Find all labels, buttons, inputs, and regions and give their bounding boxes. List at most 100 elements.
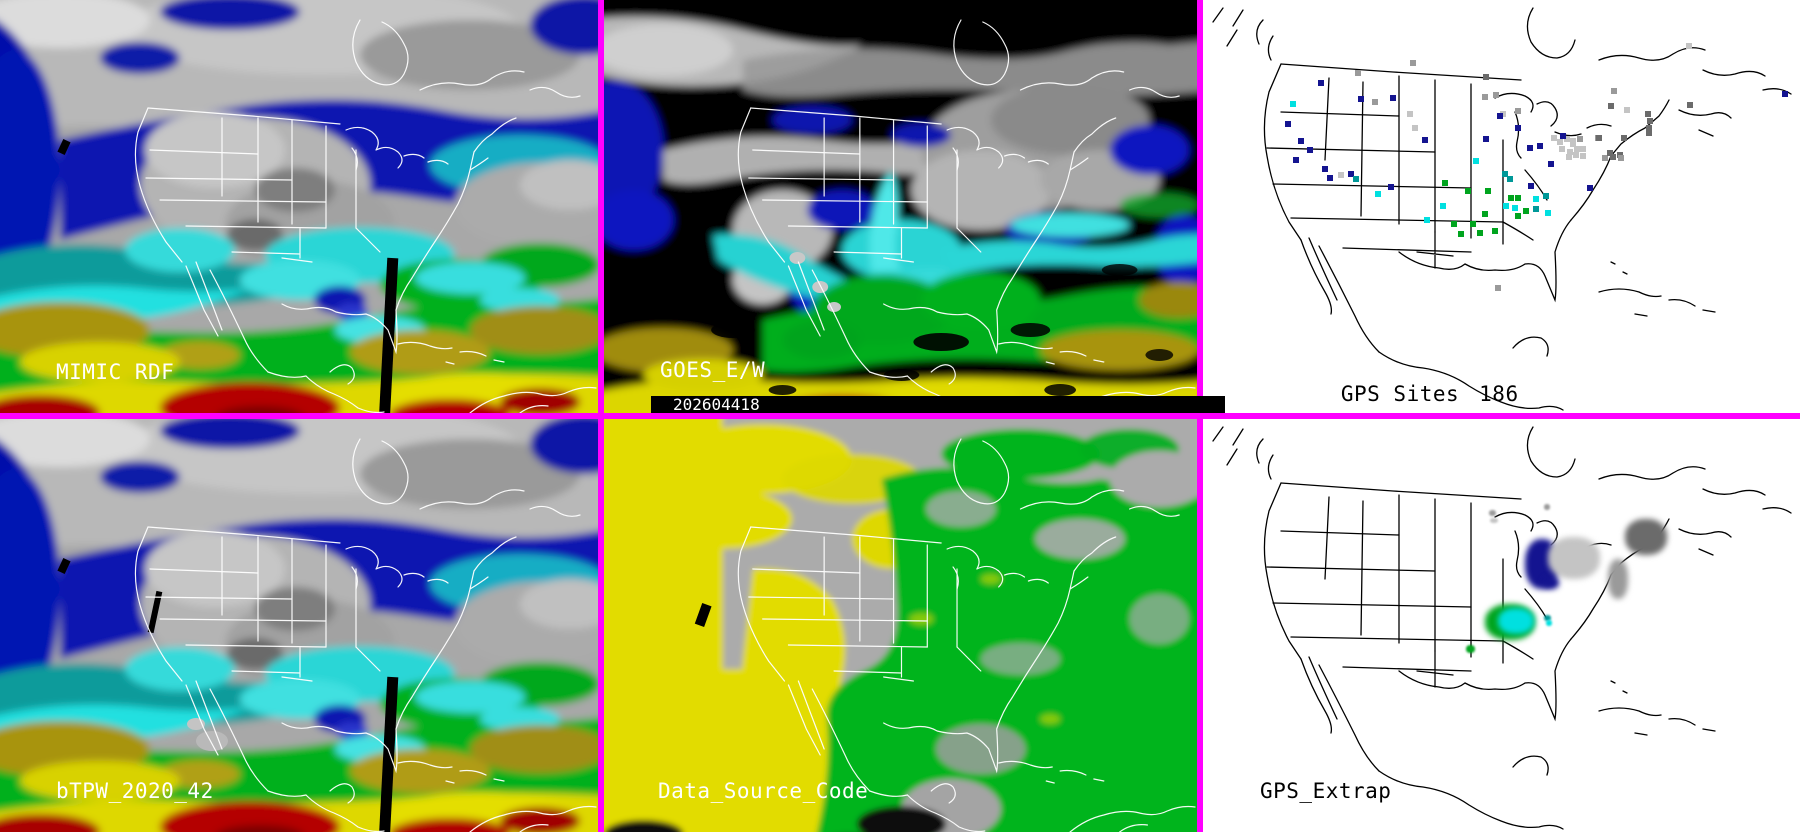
gps-site-dot [1573,152,1579,158]
gps-extrap-blob [1490,518,1498,523]
gps-site-dot [1388,184,1394,190]
gps-site-dot [1537,143,1543,149]
gps-site-dot [1570,138,1576,144]
gps-site-dot [1686,43,1692,49]
gps-site-dot [1611,88,1617,94]
cloud-gap-speckle [604,252,1174,396]
gps-site-dot [1560,133,1566,139]
gps-site-dot [1358,96,1364,102]
panel-gps-sites: GPS Sites 186 [1203,0,1800,413]
gps-site-dot [1338,172,1344,178]
gps-site-dot [1587,185,1593,191]
gps-site-dot [1580,153,1586,159]
gps-site-dot [1285,121,1291,127]
gps-site-dot [1551,135,1557,141]
gps-extrap-blob [1546,620,1552,626]
gps-site-dot [1548,161,1554,167]
panel-data-source-code: Data_Source_Code [604,419,1197,832]
gps-site-dot [1503,203,1509,209]
gps-site-dot [1543,193,1549,199]
gps-site-dot [1507,176,1513,182]
gps-site-dot [1348,171,1354,177]
gps-site-dot [1500,111,1506,117]
gps-site-dot [1645,111,1651,117]
panel-label-data-source-code: Data_Source_Code [658,779,869,803]
gps-site-dot [1512,205,1518,211]
gps-site-dot [1322,166,1328,172]
gps-site-dot [1440,203,1446,209]
gps-site-dot [1451,221,1457,227]
gps-site-dot [1298,138,1304,144]
gps-site-dot [1412,125,1418,131]
gps-site-dot [1646,125,1652,131]
mimic-tpw-imagery [0,0,598,413]
gps-site-dot [1607,150,1613,156]
gps-sites-label-text: GPS Sites [1340,382,1460,406]
gps-site-dot [1477,230,1483,236]
gps-site-dot [1621,135,1627,141]
gps-site-dot [1515,213,1521,219]
gps-extrap-blob [1489,510,1496,516]
gps-site-dot [1483,74,1489,80]
gps-sites-basemap [1203,0,1800,413]
gps-site-dot [1390,95,1396,101]
gps-site-dot [1596,135,1602,141]
panel-label-btpw: bTPW_2020_42 [56,779,214,803]
gps-extrap-blob [1498,608,1534,634]
gps-site-dot [1618,155,1624,161]
btpw-imagery [0,419,598,832]
gps-site-dot [1559,146,1565,152]
gps-site-dot [1470,221,1476,227]
gps-site-dot [1410,60,1416,66]
gps-extrap-blob [1544,504,1550,510]
gps-site-dot [1608,103,1614,109]
gps-site-dot [1646,130,1652,136]
gps-extrap-blob [1544,615,1551,621]
gps-site-dot [1485,188,1491,194]
gps-site-dot [1527,145,1533,151]
gps-site-dot [1515,108,1521,114]
gps-extrap-blob [1625,519,1667,555]
gps-site-dot [1580,146,1586,152]
panel-label-mimic-rdf: MIMIC RDF [56,360,175,384]
gps-site-dot [1528,183,1534,189]
gps-site-dot [1567,149,1573,155]
gps-site-dot [1375,191,1381,197]
gps-site-dot [1482,211,1488,217]
panel-label-goes-ew: GOES_E/W [660,358,766,382]
gps-site-dot [1508,195,1514,201]
gps-site-dot [1327,175,1333,181]
gps-site-dot [1473,158,1479,164]
gps-site-dot [1687,102,1693,108]
gps-site-dot [1533,196,1539,202]
gps-extrap-blob [1466,645,1475,653]
gps-site-dot [1647,118,1653,124]
gps-site-dot [1407,111,1413,117]
data-source-code-imagery [604,419,1197,832]
gps-site-dot [1493,92,1499,98]
gps-sites-dots-layer [1203,0,1800,413]
gps-site-dot [1483,136,1489,142]
gps-site-dot [1497,113,1503,119]
gps-site-dot [1566,154,1572,160]
panel-label-gps-extrap: GPS_Extrap [1260,779,1392,803]
gps-site-dot [1492,228,1498,234]
gps-site-dot [1424,217,1430,223]
panel-gps-extrap: GPS_Extrap [1203,419,1800,832]
gps-site-dot [1422,137,1428,143]
gps-extrap-blobs-layer [1203,419,1800,832]
gps-site-dot [1610,154,1616,160]
timestamp-bar: 202604418 [651,396,1225,413]
gps-site-dot [1318,80,1324,86]
timestamp-text: 202604418 [673,395,760,414]
gps-site-dot [1574,146,1580,152]
panel-goes-ew: GOES_E/W [604,0,1197,413]
panel-mimic-rdf: MIMIC RDF [0,0,598,413]
gps-site-dot [1293,157,1299,163]
gps-site-dot [1355,70,1361,76]
gps-extrap-blob [1548,537,1600,579]
gps-site-dot [1515,125,1521,131]
gps-site-dot [1442,180,1448,186]
gps-extrap-blob [1608,559,1628,599]
